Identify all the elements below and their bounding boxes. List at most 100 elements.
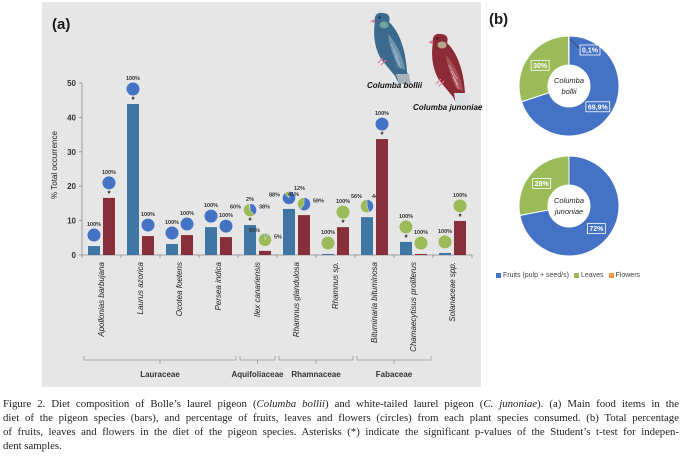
flowers-swatch-icon [608,273,614,278]
composition-pie [399,220,413,234]
pie-slice-leaves [414,236,428,250]
legend-item-leaves: Leaves [573,272,604,279]
pie-slice-leaves [297,197,305,210]
composition-pie [126,82,140,96]
composition-pie [219,219,233,233]
donut-value-label: 0,1% [582,48,599,55]
bar-columba-bollii [322,253,334,255]
composition-label: 100% [87,222,101,228]
bar-columba-junoniae [298,215,310,255]
family-bracket [83,356,237,364]
bar-columba-bollii [439,252,451,255]
y-tick-label: 40 [67,113,76,122]
composition-label: 100% [102,170,116,176]
junoniae-wing-streaks [448,64,460,90]
junoniae-wing [446,55,463,91]
composition-label: 59% [313,199,324,205]
bar-columba-junoniae [181,235,193,255]
donut-leader-line [569,38,581,50]
y-tick-label: 30 [67,148,76,157]
bar-chart-total-occurrence: 0 10 20 30 40 50 % Total occurrence 100% * 100% Ap… [50,76,473,379]
pie-slice-leaves [453,199,467,213]
panel-a-background [42,2,481,387]
composition-label: 12% [294,186,305,192]
pie-slice-leaves [258,233,272,247]
pie-slice-fruits [204,209,218,223]
junoniae-feet [435,78,445,87]
pie-slice-leaves [360,199,370,213]
legend-item-fruits: Fruits (pulp + seed/s) [496,272,569,279]
composition-pie [165,226,179,240]
y-tick-label: 10 [67,217,76,226]
composition-label: 100% [165,220,179,226]
bollii-feet [377,57,387,66]
category-label: Bituminaria bituminosa [370,261,379,342]
composition-pie [204,209,218,223]
bollii-wing [388,34,405,70]
bar-columba-bollii [400,241,412,255]
bar-columba-bollii [244,225,256,255]
y-tick-label: 0 [72,251,77,260]
composition-pie [297,197,311,211]
legend-item-flowers: Flowers [608,272,640,279]
caption-line: Figure 2. Diet composition of Bolle’s la… [3,397,679,411]
bollii-wing-streaks [390,43,402,69]
caption-text: dent samples. [3,440,62,452]
donut-slice [520,35,620,137]
composition-label: 100% [336,199,350,205]
bar-columba-junoniae [142,236,154,255]
columba-junoniae-illustration [428,33,470,106]
composition-pie [360,199,374,213]
bar-columba-bollii [283,208,295,255]
pie-slice-leaves [399,220,413,234]
donut-label-box [585,101,611,113]
category-label: Ocotea foetens [175,262,184,316]
composition-label: 100% [126,76,140,82]
composition-label: 100% [453,193,467,199]
caption-line: diet of the pigeon species (bars), and p… [3,411,679,425]
category-label: Rhamnus sp. [331,262,340,309]
bar-columba-bollii [88,246,100,255]
bar-columba-junoniae [376,139,388,255]
composition-pie [336,205,350,219]
columba-junoniae-label: Columba junoniae [413,103,483,112]
composition-label: 60% [230,205,241,211]
panel-a-label: (a) [52,16,71,33]
composition-pie [258,233,272,247]
pie-slice-fruits [300,197,311,211]
composition-pie [141,218,155,232]
significance-asterisk: * [341,219,345,228]
family-label: Lauraceae [140,370,180,379]
bar-columba-bollii [127,103,139,255]
junoniae-neck [437,41,447,49]
category-label: Rhamnus glandulosa [292,261,301,337]
donut-columba-junoniae: 72% 28% Columba junoniae [518,155,620,257]
family-bracket [356,356,432,364]
pie-slice-fruits [366,199,374,213]
category-label: Ilex canariensis [253,262,262,317]
composition-label: 100% [438,229,452,235]
pie-slice-fruits [375,117,389,131]
pie-slice-leaves [321,236,335,250]
family-label: Aquifoliaceae [231,370,284,379]
significance-asterisk: * [248,217,252,226]
bollii-eye [378,16,381,19]
pie-slice-fruits [219,219,233,233]
caption-text: of fruits, leaves and flowers in the die… [3,426,679,438]
donut-value-label: 69,9% [588,104,609,111]
legend-label: Leaves [580,272,604,279]
family-bracket [278,356,354,364]
legend-label: Fruits (pulp + seed/s) [503,272,569,279]
caption-species-italic: C. junoniae [483,398,538,410]
bar-columba-junoniae [103,197,115,255]
leaves-swatch-icon [573,273,579,278]
composition-pie [375,117,389,131]
composition-label: 100% [375,111,389,117]
composition-label: 41% [288,192,299,198]
family-label: Rhamnaceae [291,370,341,379]
composition-pie [438,235,452,249]
pie-slice-fruits [180,217,194,231]
bar-columba-bollii [205,227,217,255]
composition-label: 2% [246,197,254,203]
caption-species-italic: Columba bollii [256,398,325,410]
